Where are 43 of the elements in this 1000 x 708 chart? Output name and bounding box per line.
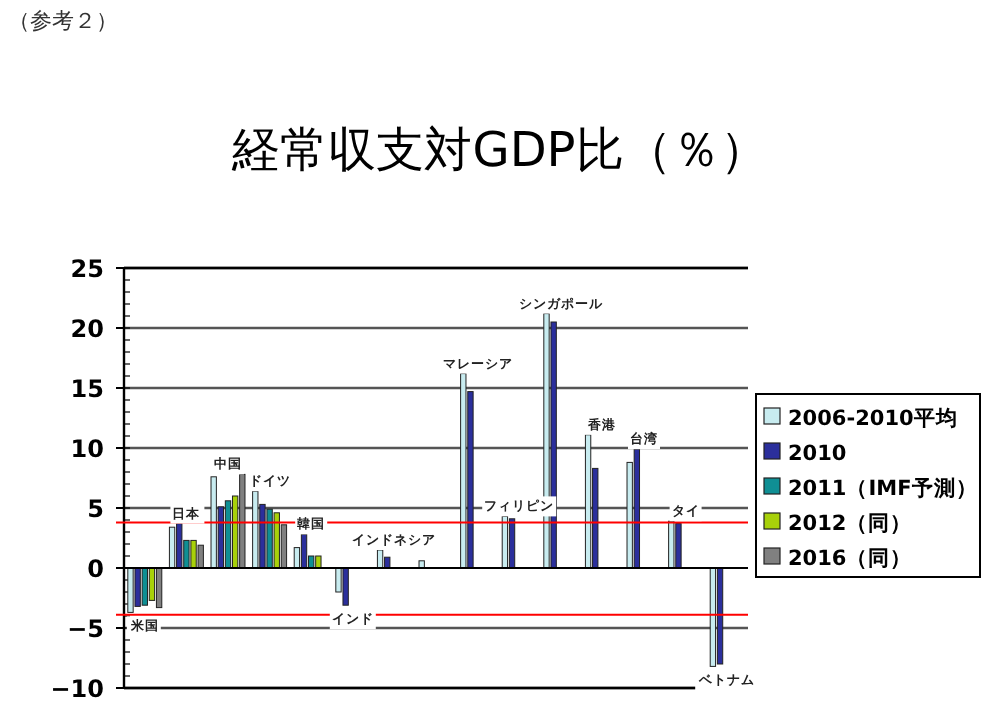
- bar: [418, 560, 425, 569]
- bar: [224, 500, 232, 569]
- legend-label: 2010: [788, 442, 847, 466]
- bar: [584, 434, 592, 569]
- bar: [633, 448, 641, 569]
- bar: [168, 526, 176, 569]
- bar: [300, 533, 308, 569]
- bar: [127, 567, 134, 613]
- text: （参考２）: [8, 8, 118, 34]
- y-tick-label: 10: [70, 435, 104, 463]
- bar: [210, 476, 217, 569]
- bar: [239, 473, 246, 569]
- y-tick-label: 20: [70, 315, 104, 343]
- chart-title: 経常収支対GDP比（％）: [230, 122, 768, 178]
- bar: [141, 567, 148, 606]
- bar: [273, 512, 280, 569]
- bar: [543, 313, 550, 569]
- y-tick-label: 0: [87, 555, 104, 583]
- y-tick-label: −10: [50, 675, 104, 703]
- bar: [155, 567, 163, 609]
- bar: [315, 555, 322, 569]
- bar: [197, 544, 204, 569]
- bar: [342, 567, 349, 606]
- bar: [709, 567, 717, 667]
- y-tick-label: 5: [87, 495, 104, 523]
- bar: [675, 523, 682, 569]
- bar: [266, 508, 273, 569]
- bar: [252, 490, 259, 569]
- bar: [668, 520, 675, 569]
- bar: [134, 567, 141, 607]
- bar: [176, 523, 183, 569]
- bar: [190, 539, 197, 569]
- legend-label: 2016（同）: [788, 547, 913, 571]
- y-tick-label: −5: [67, 615, 104, 643]
- legend-label: 2012（同）: [788, 512, 913, 536]
- legend-label: 2011（IMF予測）: [788, 475, 978, 501]
- legend-label: 2006-2010平均: [788, 405, 958, 431]
- y-tick-label: 25: [70, 255, 104, 283]
- y-tick-label: 15: [70, 375, 104, 403]
- bar: [384, 556, 391, 569]
- bar: [460, 373, 467, 569]
- bar: [716, 567, 724, 665]
- bar: [148, 567, 156, 601]
